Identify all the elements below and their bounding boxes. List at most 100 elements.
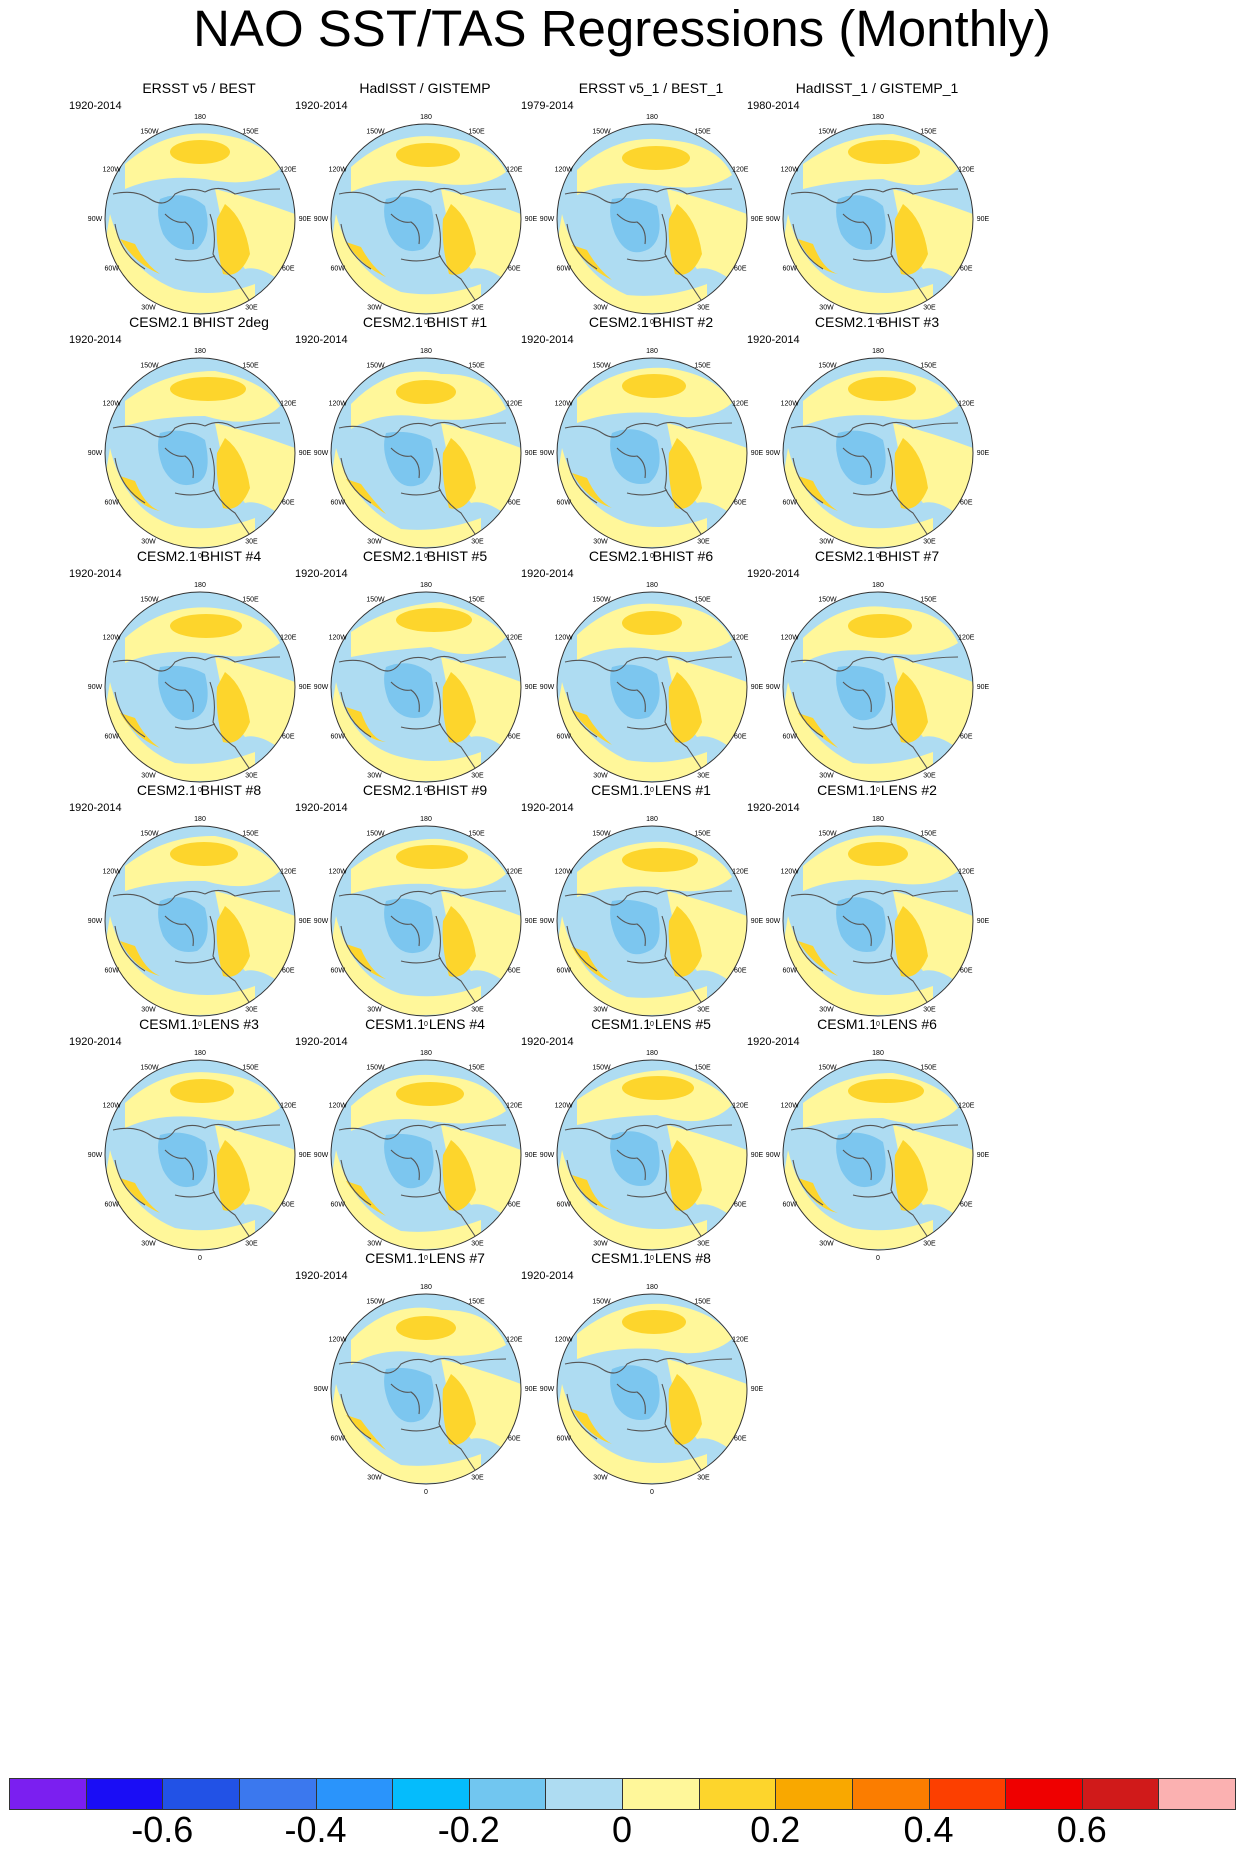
polar-map: 180 150E 120E 90E 60E 30E 0 30W 60W 90W 120W 150W	[766, 1050, 990, 1262]
regression-field	[557, 592, 747, 782]
lon-label: 180	[646, 348, 658, 355]
lon-label: 150W	[592, 363, 611, 370]
map-panel: CESM1.1 LENS #1 1920-2014 180 150E 120E 90E…	[517, 782, 785, 1048]
lon-label: 90E	[525, 1386, 538, 1393]
lon-label: 0	[424, 1021, 428, 1028]
map-panel: HadISST / GISTEMP 1920-2014 180 150E 120E 9…	[291, 80, 559, 346]
lon-label: 30E	[471, 1006, 484, 1013]
lon-label: 90W	[540, 684, 555, 691]
lon-label: 150W	[592, 597, 611, 604]
panel-period: 1920-2014	[521, 1270, 574, 1282]
lon-label: 90W	[766, 684, 781, 691]
lon-label: 90E	[299, 216, 312, 223]
lon-label: 30W	[593, 1006, 608, 1013]
lon-label: 120W	[781, 635, 800, 642]
polar-map: 180 150E 120E 90E 60E 30E 0 30W 60W 90W 120W 150W	[540, 348, 764, 560]
lon-label: 120W	[103, 869, 122, 876]
colorbar-tick-label: -0.4	[284, 1809, 347, 1850]
panel-period: 1920-2014	[69, 334, 122, 346]
lon-label: 60E	[282, 1202, 295, 1209]
lon-label: 0	[650, 1021, 654, 1028]
lon-label: 120E	[732, 1103, 749, 1110]
lon-label: 120W	[103, 167, 122, 174]
lon-label: 150E	[242, 1065, 259, 1072]
lon-label: 150E	[468, 363, 485, 370]
lon-label: 60E	[508, 500, 521, 507]
lon-label: 90E	[751, 1386, 764, 1393]
colorbar-tick-label: 0.4	[903, 1809, 954, 1850]
lon-label: 0	[424, 319, 428, 326]
map-panel: CESM2.1 BHIST #5 1920-2014 180 150E 120E 90…	[291, 548, 559, 814]
regression-field	[557, 826, 747, 1016]
lon-label: 90E	[525, 1152, 538, 1159]
panel-title: CESM2.1 BHIST #6	[588, 548, 714, 564]
colorbar-swatch	[545, 1778, 623, 1810]
lon-label: 150E	[920, 831, 937, 838]
lon-label: 90E	[299, 450, 312, 457]
lon-label: 0	[198, 1021, 202, 1028]
lon-label: 60W	[105, 968, 120, 975]
lon-label: 60W	[331, 500, 346, 507]
lon-label: 120E	[958, 635, 975, 642]
lon-label: 0	[876, 787, 880, 794]
panel-title: CESM2.1 BHIST 2deg	[129, 314, 269, 330]
lon-label: 0	[424, 1255, 428, 1262]
lon-label: 120W	[555, 635, 574, 642]
regression-field	[331, 124, 521, 314]
lon-label: 120E	[280, 401, 297, 408]
lon-label: 60E	[508, 266, 521, 273]
lon-label: 30E	[245, 538, 258, 545]
lon-label: 60E	[960, 500, 973, 507]
lon-label: 180	[194, 816, 206, 823]
colorbar-tick-label: 0	[611, 1809, 633, 1850]
lon-label: 30W	[141, 538, 156, 545]
panel-title: CESM2.1 BHIST #2	[588, 314, 714, 330]
lon-label: 90W	[314, 918, 329, 925]
lon-label: 120W	[329, 635, 348, 642]
panel-title: CESM2.1 BHIST #7	[814, 548, 940, 564]
lon-label: 150W	[818, 129, 837, 136]
lon-label: 120E	[280, 635, 297, 642]
lon-label: 60W	[557, 1202, 572, 1209]
colorbar-swatch	[1158, 1778, 1236, 1810]
lon-label: 150E	[920, 1065, 937, 1072]
colorbar-tick-label: 0.6	[1056, 1809, 1107, 1850]
lon-label: 0	[876, 1021, 880, 1028]
lon-label: 60W	[783, 968, 798, 975]
lon-label: 90W	[766, 216, 781, 223]
lon-label: 120W	[103, 401, 122, 408]
lon-label: 150E	[468, 831, 485, 838]
lon-label: 60W	[105, 734, 120, 741]
panel-period: 1920-2014	[747, 568, 800, 580]
regression-field	[331, 1060, 521, 1250]
lon-label: 90E	[751, 1152, 764, 1159]
lon-label: 180	[194, 1050, 206, 1057]
lon-label: 90E	[299, 684, 312, 691]
colorbar-tick-label: -0.2	[437, 1809, 500, 1850]
lon-label: 0	[198, 787, 202, 794]
lon-label: 60W	[557, 1436, 572, 1443]
polar-map: 180 150E 120E 90E 60E 30E 0 30W 60W 90W 120W 150W	[766, 816, 990, 1028]
lon-label: 150W	[140, 129, 159, 136]
map-panel: CESM1.1 LENS #2 1920-2014 180 150E 120E 90E…	[743, 782, 1011, 1048]
lon-label: 90E	[525, 216, 538, 223]
lon-label: 120W	[781, 1103, 800, 1110]
lon-label: 60E	[282, 500, 295, 507]
panel-title: CESM2.1 BHIST #9	[362, 782, 488, 798]
lon-label: 90E	[525, 684, 538, 691]
lon-label: 30W	[593, 1240, 608, 1247]
lon-label: 150E	[242, 831, 259, 838]
panel-title: CESM1.1 LENS #6	[817, 1016, 937, 1032]
lon-label: 30W	[593, 304, 608, 311]
polar-map: 180 150E 120E 90E 60E 30E 0 30W 60W 90W 120W 150W	[540, 1050, 764, 1262]
lon-label: 60W	[331, 734, 346, 741]
lon-label: 120E	[506, 869, 523, 876]
map-panel: CESM2.1 BHIST #6 1920-2014 180 150E 120E 90…	[517, 548, 785, 814]
lon-label: 60W	[783, 1202, 798, 1209]
panel-period: 1920-2014	[521, 1036, 574, 1048]
colorbar-swatch	[775, 1778, 853, 1810]
regression-field	[783, 592, 973, 782]
regression-field	[331, 592, 521, 782]
regression-field	[105, 358, 295, 548]
polar-map: 180 150E 120E 90E 60E 30E 0 30W 60W 90W 120W 150W	[88, 348, 312, 560]
